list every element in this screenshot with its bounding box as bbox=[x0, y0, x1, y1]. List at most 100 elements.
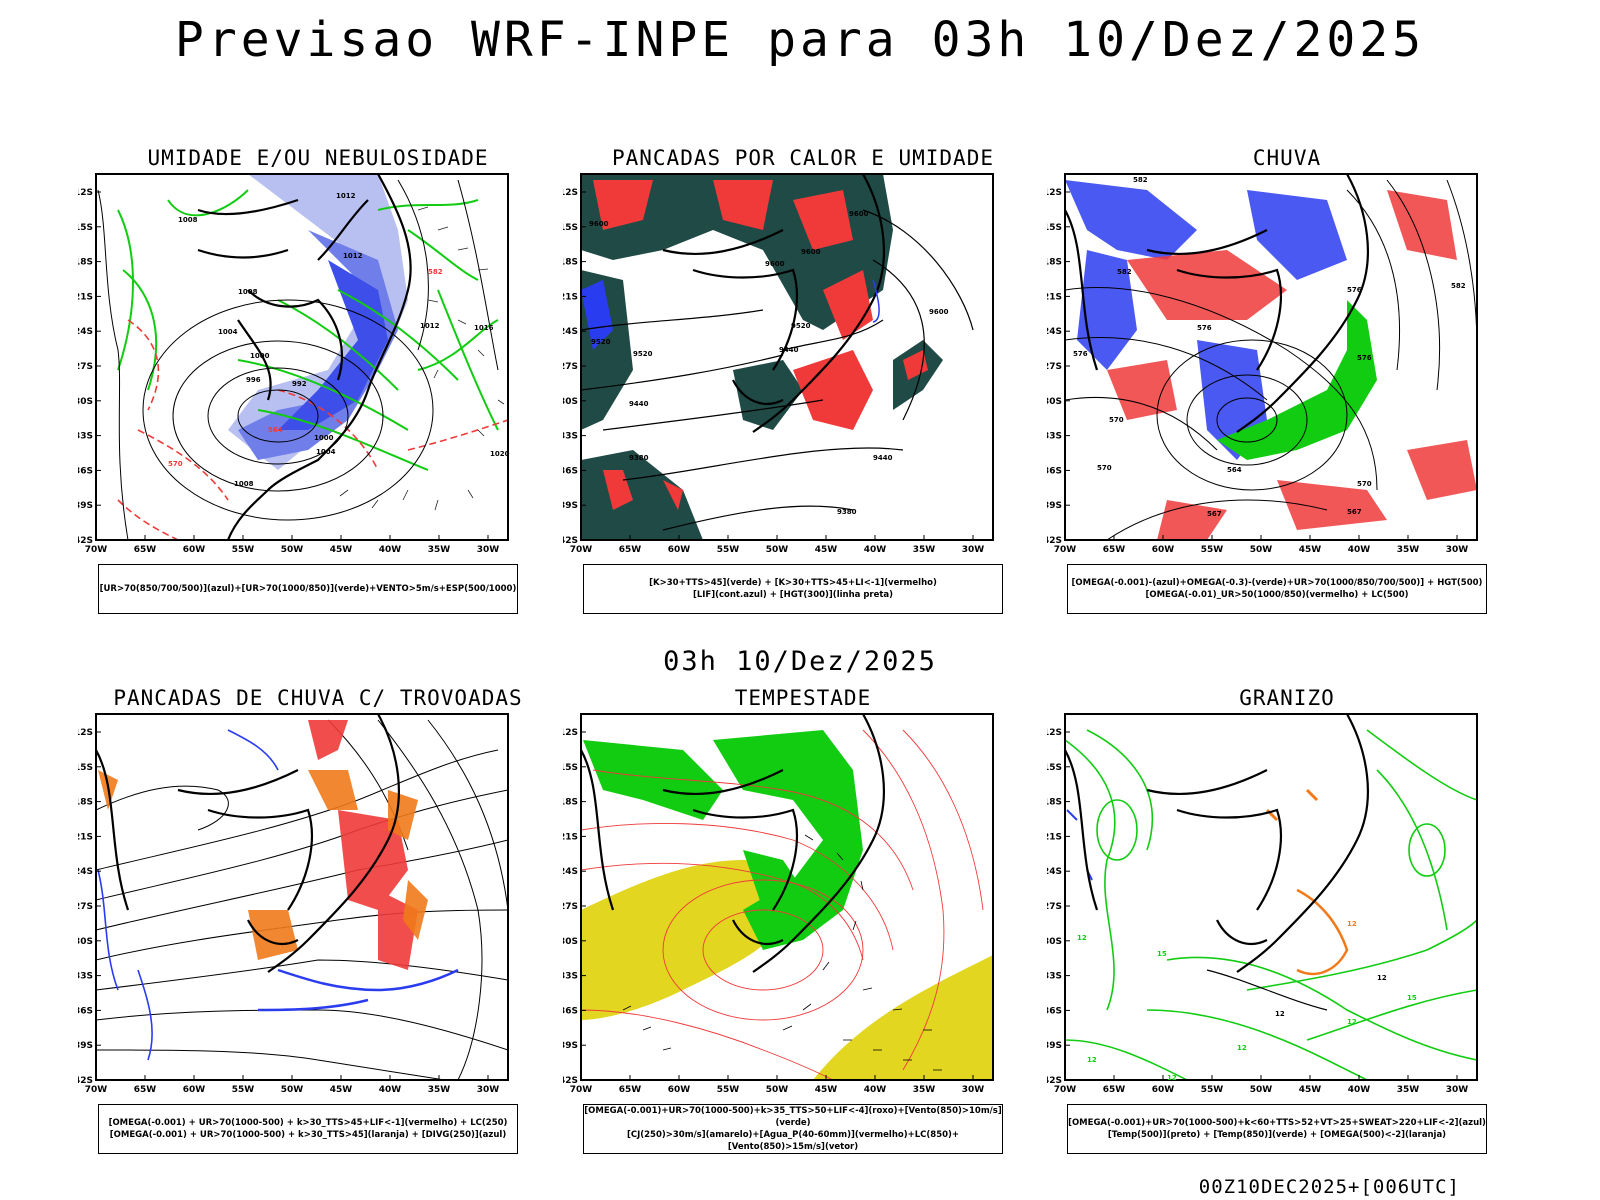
map-frame bbox=[95, 713, 509, 1081]
svg-text:15: 15 bbox=[1407, 994, 1417, 1002]
map-tempestade[interactable]: 12S 15S 18S 21S 24S 27S 30S 33S 36S 39S 42S 70W 65W… bbox=[563, 710, 1043, 1104]
svg-text:9600: 9600 bbox=[849, 210, 869, 218]
svg-text:582: 582 bbox=[1117, 268, 1132, 276]
lat-tick-label: 15S bbox=[78, 763, 93, 773]
lon-tick-label: 70W bbox=[85, 545, 108, 555]
map-umidade[interactable]: 12S 15S 18S 21S 24S 27S 30S 33S 36S 39S 42S 70W 65W… bbox=[78, 170, 558, 564]
svg-text:1000: 1000 bbox=[314, 434, 334, 442]
lat-tick-label: 30S bbox=[78, 937, 93, 947]
legend-box: [OMEGA(-0.001)-(azul)+OMEGA(-0.3)-(verde… bbox=[1067, 564, 1487, 614]
temp500-contours bbox=[1206, 969, 1328, 1011]
lat-tick-label: 24S bbox=[1047, 327, 1062, 337]
wind-arrows bbox=[339, 206, 505, 511]
map-chuva[interactable]: 12S 15S 18S 21S 24S 27S 30S 33S 36S 39S 42S 70W 65W… bbox=[1047, 170, 1527, 564]
svg-text:582: 582 bbox=[1451, 282, 1466, 290]
svg-text:570: 570 bbox=[168, 460, 183, 468]
svg-text:1012: 1012 bbox=[343, 252, 363, 260]
lat-tick-label: 33S bbox=[78, 432, 93, 442]
legend-box: [OMEGA(-0.001) + UR>70(1000-500) + k>30_… bbox=[98, 1104, 518, 1154]
lon-tick-label: 50W bbox=[281, 1085, 304, 1095]
lon-tick-label: 60W bbox=[668, 1085, 691, 1095]
svg-text:9520: 9520 bbox=[591, 338, 611, 346]
humidity-blue-light bbox=[228, 174, 408, 470]
coastline bbox=[1065, 714, 1369, 973]
svg-text:564: 564 bbox=[268, 426, 283, 434]
lat-tick-label: 27S bbox=[1047, 902, 1062, 912]
streamlines-250 bbox=[96, 719, 508, 1080]
svg-text:9600: 9600 bbox=[765, 260, 785, 268]
lon-tick-label: 55W bbox=[717, 1085, 740, 1095]
panel-title: TEMPESTADE bbox=[734, 686, 872, 710]
lat-tick-label: 12S bbox=[78, 188, 93, 198]
lon-tick-label: 40W bbox=[379, 1085, 402, 1095]
lon-tick-label: 60W bbox=[183, 1085, 206, 1095]
lon-tick-label: 30W bbox=[1446, 1085, 1469, 1095]
svg-text:1008: 1008 bbox=[234, 480, 254, 488]
lat-tick-label: 24S bbox=[563, 327, 578, 337]
map-trovoadas[interactable]: 12S 15S 18S 21S 24S 27S 30S 33S 36S 39S 42S 70W 65W… bbox=[78, 710, 558, 1104]
lat-tick-label: 36S bbox=[563, 466, 578, 476]
coastline bbox=[96, 714, 400, 973]
map-granizo[interactable]: 12S 15S 18S 21S 24S 27S 30S 33S 36S 39S 42S 70W 65W… bbox=[1047, 710, 1527, 1104]
lat-axis: 12S 15S 18S 21S 24S 27S 30S 33S 36S 39S 42S bbox=[1047, 728, 1070, 1086]
svg-text:1016: 1016 bbox=[474, 324, 494, 332]
svg-text:1004: 1004 bbox=[316, 448, 336, 456]
lon-tick-label: 60W bbox=[668, 545, 691, 555]
lat-tick-label: 39S bbox=[78, 501, 93, 511]
legend-box: [OMEGA(-0.001)+UR>70(1000-500)+k>35_TTS>… bbox=[583, 1104, 1003, 1154]
svg-text:1020: 1020 bbox=[490, 450, 510, 458]
red-area-north bbox=[593, 180, 873, 340]
lon-tick-label: 65W bbox=[134, 1085, 157, 1095]
lat-tick-label: 33S bbox=[1047, 972, 1062, 982]
svg-text:1012: 1012 bbox=[420, 322, 440, 330]
svg-text:9600: 9600 bbox=[801, 248, 821, 256]
lat-tick-label: 27S bbox=[78, 362, 93, 372]
lat-tick-label: 27S bbox=[563, 902, 578, 912]
lon-tick-label: 60W bbox=[1152, 1085, 1175, 1095]
lon-tick-label: 55W bbox=[1201, 545, 1224, 555]
svg-text:1008: 1008 bbox=[178, 216, 198, 224]
panel-granizo: GRANIZO bbox=[1047, 686, 1527, 1166]
svg-text:12: 12 bbox=[1275, 1010, 1285, 1018]
legend-box: [OMEGA(-0.001)+UR>70(1000-500)+k<60+TTS>… bbox=[1067, 1104, 1487, 1154]
lon-tick-label: 35W bbox=[428, 1085, 451, 1095]
svg-text:9520: 9520 bbox=[791, 322, 811, 330]
svg-text:1000: 1000 bbox=[250, 352, 270, 360]
jet-yellow-east bbox=[813, 955, 993, 1080]
contour-labels: 12 15 12 12 12 12 15 12 12 12 bbox=[1077, 920, 1417, 1082]
legend-box: [UR>70(850/700/500)](azul)+[UR>70(1000/8… bbox=[98, 564, 518, 614]
panel-title: PANCADAS DE CHUVA C/ TROVOADAS bbox=[113, 686, 523, 710]
run-info: 00Z10DEC2025+[006UTC] bbox=[1198, 1176, 1460, 1198]
lat-tick-label: 27S bbox=[563, 362, 578, 372]
lat-tick-label: 33S bbox=[563, 972, 578, 982]
svg-text:996: 996 bbox=[246, 376, 261, 384]
lat-axis: 12S 15S 18S 21S 24S 27S 30S 33S 36S 39S 42S bbox=[563, 728, 586, 1086]
svg-text:1012: 1012 bbox=[336, 192, 356, 200]
lat-tick-label: 30S bbox=[78, 397, 93, 407]
lat-tick-label: 33S bbox=[563, 432, 578, 442]
panel-title: PANCADAS POR CALOR E UMIDADE bbox=[611, 146, 994, 170]
streamlines-850 bbox=[581, 729, 984, 1080]
lon-tick-label: 45W bbox=[330, 545, 353, 555]
lat-tick-label: 33S bbox=[78, 972, 93, 982]
lon-tick-label: 45W bbox=[815, 545, 838, 555]
contour-labels: 9600 9600 9600 9600 9520 9520 9520 9440 … bbox=[589, 210, 949, 516]
hgt500-contours bbox=[1065, 179, 1477, 540]
lat-tick-label: 21S bbox=[1047, 832, 1062, 842]
map-frame bbox=[1064, 713, 1478, 1081]
lat-tick-label: 18S bbox=[78, 258, 93, 268]
lat-axis: 12S 15S 18S 21S 24S 27S 30S 33S 36S 39S 42S bbox=[563, 188, 586, 546]
svg-text:567: 567 bbox=[1347, 508, 1362, 516]
lat-tick-label: 21S bbox=[563, 832, 578, 842]
lat-tick-label: 42S bbox=[563, 1076, 578, 1086]
red-thickness-contours bbox=[117, 319, 508, 540]
lon-tick-label: 35W bbox=[428, 545, 451, 555]
map-pancadas-calor[interactable]: 12S 15S 18S 21S 24S 27S 30S 33S 36S 39S 42S 70W 65W… bbox=[563, 170, 1043, 564]
svg-text:9440: 9440 bbox=[779, 346, 799, 354]
lat-tick-label: 18S bbox=[78, 798, 93, 808]
lat-tick-label: 24S bbox=[1047, 867, 1062, 877]
lat-tick-label: 27S bbox=[78, 902, 93, 912]
lat-tick-label: 12S bbox=[1047, 728, 1062, 738]
lat-tick-label: 42S bbox=[1047, 1076, 1062, 1086]
svg-text:12: 12 bbox=[1167, 1074, 1177, 1082]
